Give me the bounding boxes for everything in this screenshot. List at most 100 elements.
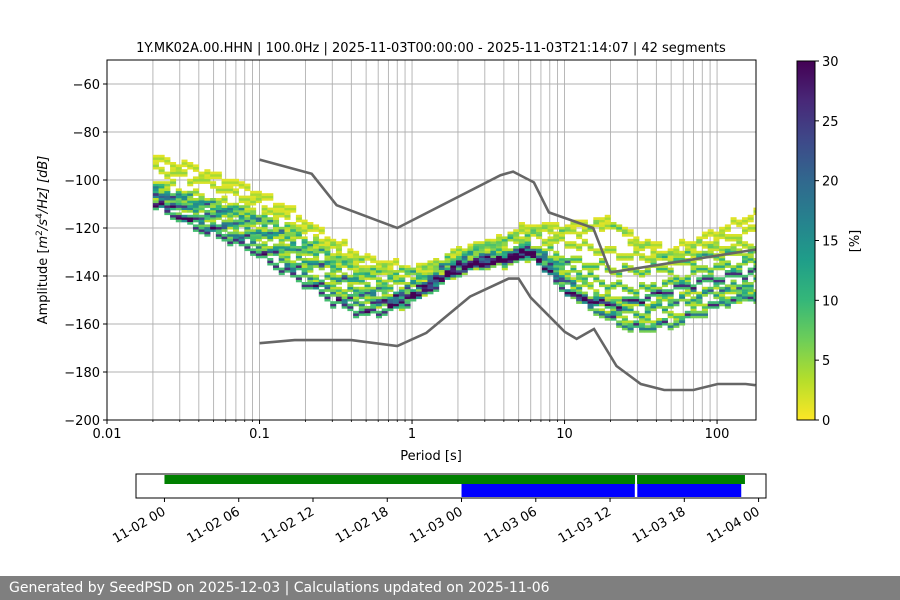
psd-heatmap-cell xyxy=(456,265,463,268)
psd-heatmap-cell xyxy=(696,282,703,285)
psd-heatmap-cell xyxy=(593,296,600,300)
low-noise-model-line xyxy=(259,277,756,392)
timeline-used-bar xyxy=(637,484,742,497)
psd-heatmap-cell xyxy=(250,250,257,254)
psd-heatmap-cell xyxy=(644,306,651,309)
psd-heatmap-cell xyxy=(238,238,245,242)
psd-heatmap-cell xyxy=(742,229,749,232)
psd-heatmap-cell xyxy=(387,267,394,271)
psd-heatmap-cell xyxy=(581,284,588,288)
psd-heatmap-cell xyxy=(175,214,182,218)
psd-heatmap-cell xyxy=(627,298,634,302)
psd-heatmap-cell xyxy=(524,238,531,242)
psd-heatmap-cell xyxy=(604,267,611,271)
psd-heatmap-cell xyxy=(210,214,217,218)
psd-heatmap-cell xyxy=(513,258,520,261)
psd-heatmap-cell xyxy=(341,255,348,259)
psd-heatmap-cell xyxy=(541,267,548,271)
psd-heatmap-cell xyxy=(484,250,491,254)
psd-heatmap-cell xyxy=(730,234,737,237)
psd-heatmap-cell xyxy=(713,234,720,237)
psd-heatmap-cell xyxy=(255,214,262,218)
psd-heatmap-cell xyxy=(679,320,686,324)
psd-heatmap-cell xyxy=(404,282,411,285)
psd-heatmap-cell xyxy=(370,272,377,276)
psd-heatmap-cell xyxy=(753,265,757,268)
psd-heatmap-cell xyxy=(278,214,285,218)
psd-heatmap-cell xyxy=(461,272,468,276)
psd-heatmap-cell xyxy=(421,274,428,278)
psd-heatmap-cell xyxy=(318,231,325,235)
psd-heatmap-cell xyxy=(370,286,377,290)
psd-heatmap-cell xyxy=(381,265,388,268)
psd-heatmap-cell xyxy=(313,262,320,266)
psd-heatmap-cell xyxy=(742,243,749,247)
psd-heatmap-cell xyxy=(290,229,297,232)
psd-heatmap-cell xyxy=(513,231,520,235)
psd-heatmap-cell xyxy=(204,217,211,220)
psd-heatmap-cell xyxy=(599,282,606,285)
psd-heatmap-cell xyxy=(719,258,726,261)
psd-heatmap-cell xyxy=(215,234,222,237)
psd-heatmap-cell xyxy=(713,284,720,288)
psd-heatmap-cell xyxy=(701,291,708,295)
psd-heatmap-cell xyxy=(621,303,628,307)
psd-heatmap-cell xyxy=(192,212,199,216)
psd-heatmap-cell xyxy=(661,255,668,259)
psd-heatmap-cell xyxy=(410,267,417,271)
psd-heatmap-cell xyxy=(152,205,159,208)
psd-heatmap-cell xyxy=(701,243,708,247)
psd-heatmap-cell xyxy=(570,279,577,283)
psd-heatmap-cell xyxy=(416,270,423,273)
psd-heatmap-cell xyxy=(307,226,314,230)
psd-heatmap-cell xyxy=(273,248,280,252)
psd-heatmap-cell xyxy=(421,289,428,292)
psd-heatmap-cell xyxy=(244,205,251,208)
psd-heatmap-cell xyxy=(604,246,611,249)
psd-heatmap-cell xyxy=(370,260,377,264)
psd-heatmap-cell xyxy=(278,231,285,235)
psd-heatmap-cell xyxy=(484,246,491,249)
psd-heatmap-cell xyxy=(747,226,754,230)
psd-heatmap-cell xyxy=(593,301,600,304)
psd-heatmap-cell xyxy=(610,282,617,285)
psd-heatmap-cell xyxy=(690,255,697,259)
psd-heatmap-cell xyxy=(215,226,222,230)
psd-heatmap-cell xyxy=(313,279,320,283)
psd-heatmap-cell xyxy=(553,282,560,285)
psd-heatmap-cell xyxy=(295,267,302,271)
psd-heatmap-cell xyxy=(175,202,182,206)
psd-heatmap-cell xyxy=(621,289,628,292)
psd-heatmap-cell xyxy=(335,243,342,247)
psd-heatmap-cell xyxy=(667,306,674,309)
psd-heatmap-cell xyxy=(581,296,588,300)
psd-heatmap-cell xyxy=(450,277,457,280)
psd-heatmap-cell xyxy=(353,262,360,266)
psd-heatmap-cell xyxy=(433,258,440,261)
psd-heatmap-cell xyxy=(616,224,623,228)
psd-heatmap-cell xyxy=(364,284,371,288)
psd-heatmap-cell xyxy=(450,270,457,273)
psd-heatmap-cell xyxy=(421,286,428,290)
timeline-border xyxy=(135,473,767,499)
psd-heatmap-cell xyxy=(398,291,405,295)
psd-heatmap-cell xyxy=(210,174,217,177)
psd-heatmap-cell xyxy=(558,255,566,259)
psd-heatmap-cell xyxy=(599,303,606,307)
colorbar-label: [%] xyxy=(848,230,863,253)
psd-heatmap-cell xyxy=(679,279,686,283)
psd-heatmap-cell xyxy=(604,289,611,292)
psd-heatmap-cell xyxy=(450,253,457,256)
psd-heatmap-cell xyxy=(255,248,262,252)
psd-heatmap-cell xyxy=(370,255,377,259)
psd-heatmap-cell xyxy=(661,310,668,314)
psd-heatmap-cell xyxy=(558,289,566,292)
psd-heatmap-cell xyxy=(667,248,674,252)
psd-heatmap-cell xyxy=(627,241,634,244)
psd-heatmap-cell xyxy=(747,258,754,261)
psd-heatmap-cell xyxy=(719,248,726,252)
psd-heatmap-cell xyxy=(278,202,285,206)
psd-heatmap-cell xyxy=(393,306,400,309)
psd-heatmap-cell xyxy=(724,289,731,292)
psd-heatmap-cell xyxy=(541,226,548,230)
